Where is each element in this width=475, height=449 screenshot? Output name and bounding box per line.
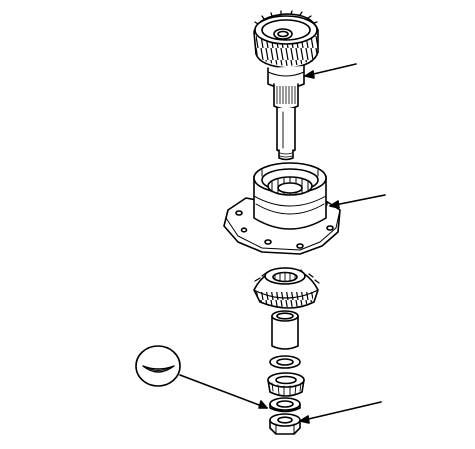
helical-gear-shaft bbox=[253, 10, 319, 161]
spacer-sleeve bbox=[271, 310, 299, 350]
washer-section-inset bbox=[135, 345, 181, 387]
bevel-gear bbox=[253, 267, 320, 309]
callout-leader-shaft bbox=[304, 63, 357, 79]
bearing-housing-flange bbox=[223, 162, 341, 255]
callout-leader-inset bbox=[179, 374, 268, 409]
callout-leader-housing bbox=[329, 194, 386, 209]
callout-leader-nut bbox=[299, 401, 382, 424]
thin-washer bbox=[269, 355, 301, 369]
thrust-washer bbox=[269, 397, 301, 413]
lock-nut bbox=[269, 413, 301, 435]
tapered-roller-bearing bbox=[267, 372, 305, 397]
